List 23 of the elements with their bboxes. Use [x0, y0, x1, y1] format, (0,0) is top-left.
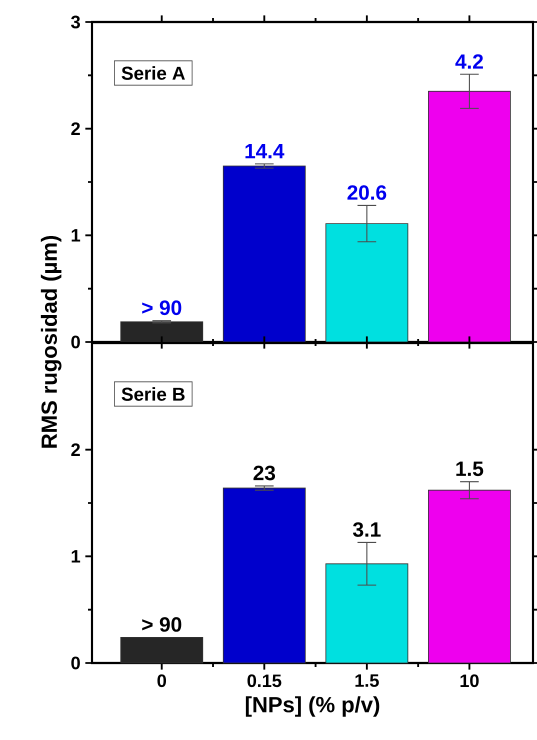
y-tick-label: 2 — [71, 443, 80, 456]
y-tick-label: 3 — [71, 16, 80, 28]
annotation: > 90 — [142, 300, 182, 316]
y-axis-title: RMS rugosidad (µm) — [40, 236, 62, 448]
annotation: > 90 — [142, 617, 182, 632]
x-tick-label: 10 — [460, 674, 479, 688]
x-axis-title: [NPs] (% p/v) — [246, 696, 380, 717]
x-tick-label: 0.15 — [247, 674, 282, 688]
annotation: 1.5 — [456, 462, 484, 476]
annotation: 14.4 — [245, 144, 284, 158]
annotation: Serie B — [122, 387, 185, 401]
y-tick-label: 1 — [72, 550, 80, 563]
y-tick-label: 2 — [71, 122, 80, 135]
annotation: Serie A — [122, 66, 185, 80]
y-tick-label: 0 — [71, 336, 80, 348]
y-tick-label: 1 — [72, 229, 80, 242]
annotation: 23 — [254, 466, 276, 480]
annotation: 4.2 — [455, 54, 483, 69]
x-tick-label: 1.5 — [355, 674, 379, 687]
y-tick-label: 0 — [71, 656, 80, 670]
annotation: 3.1 — [352, 522, 381, 537]
annotation: 20.6 — [347, 185, 386, 200]
x-tick-label: 0 — [157, 674, 166, 688]
